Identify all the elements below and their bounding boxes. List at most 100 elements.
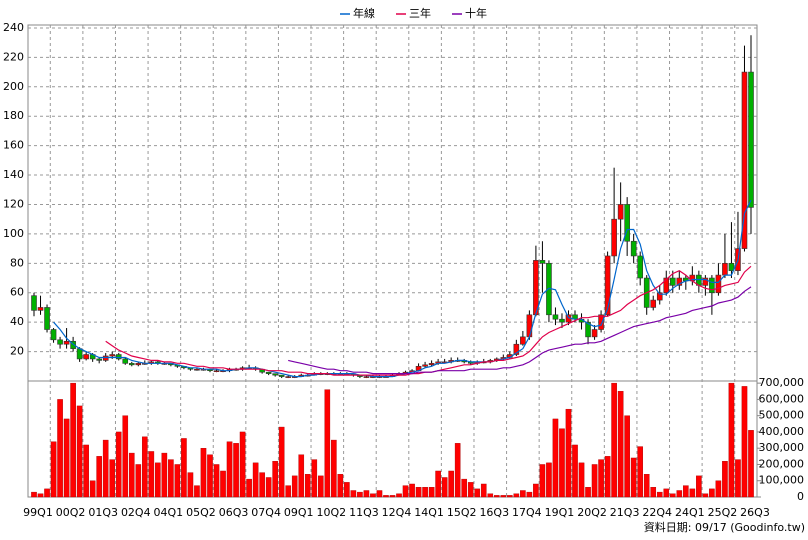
volume-bar: [76, 405, 83, 498]
candle-body: [122, 358, 129, 364]
volume-bar: [435, 470, 441, 498]
candle-body: [31, 295, 37, 311]
volume-bar: [630, 457, 637, 498]
x-tick-label: 04Q1: [154, 506, 184, 519]
volume-bar: [291, 475, 298, 498]
volume-bar: [44, 488, 50, 498]
candle-body: [598, 314, 604, 330]
volume-bar: [37, 493, 44, 498]
volume-bar: [643, 474, 650, 498]
volume-bar: [728, 382, 735, 498]
volume-bar: [370, 493, 376, 498]
volume-bar: [448, 470, 454, 498]
candle-body: [285, 376, 292, 378]
volume-bar: [591, 464, 598, 498]
ma-line: [53, 199, 752, 378]
x-tick-label: 09Q1: [284, 506, 314, 519]
volume-bar: [702, 493, 709, 498]
volume-bar: [454, 443, 461, 498]
volume-bar: [278, 426, 285, 498]
volume-bar: [422, 487, 428, 498]
candle-body: [102, 355, 109, 361]
volume-bar: [142, 436, 148, 498]
volume-bar: [168, 459, 174, 498]
volume-bar: [650, 487, 657, 498]
x-tick-label: 25Q2: [708, 506, 738, 519]
volume-bar: [709, 488, 715, 498]
volume-bar: [187, 472, 194, 498]
volume-bar: [128, 452, 135, 498]
y-tick-label: 80: [10, 256, 24, 269]
volume-bar: [220, 470, 226, 498]
candle-body: [50, 329, 57, 341]
volume-bar: [357, 491, 363, 498]
volume-bar: [102, 439, 109, 498]
legend-label: 十年: [465, 6, 487, 20]
x-tick-label: 06Q3: [219, 506, 249, 519]
candle-body: [676, 277, 683, 286]
candle-body: [728, 263, 735, 271]
candle-body: [520, 336, 526, 345]
y-tick-label: 120: [3, 197, 24, 210]
candle-body: [630, 240, 637, 257]
candle-body: [44, 307, 50, 330]
candle-body: [650, 299, 657, 308]
candle-body: [37, 307, 44, 311]
y-tick-label: 160: [3, 139, 24, 152]
volume-bar: [200, 448, 207, 498]
candle-body: [656, 292, 663, 301]
candle-body: [611, 218, 617, 257]
candle-body: [213, 370, 220, 373]
volume-bar: [272, 461, 278, 498]
y-tick-label: 100: [3, 227, 24, 240]
candle-body: [194, 368, 200, 371]
y2-tick-label: 600,000: [759, 392, 805, 405]
volume-bar: [318, 475, 324, 498]
x-tick-label: 19Q1: [545, 506, 575, 519]
volume-bar: [252, 462, 259, 498]
legend-label: 三年: [409, 6, 431, 20]
volume-bar: [493, 495, 500, 498]
candle-body: [109, 354, 116, 357]
x-tick-label: 12Q4: [382, 506, 412, 519]
x-tick-label: 10Q2: [316, 506, 346, 519]
volume-bar: [96, 456, 102, 498]
volume-bar: [376, 490, 383, 498]
volume-bar: [559, 428, 565, 498]
volume-bar: [122, 415, 129, 498]
volume-bar: [487, 493, 494, 498]
volume-bar: [396, 493, 402, 498]
candle-body: [709, 277, 715, 294]
volume-bar: [363, 490, 370, 498]
volume-bar: [331, 439, 337, 498]
candle-body: [135, 363, 142, 366]
ma-line: [288, 286, 752, 375]
volume-bar: [656, 491, 663, 498]
y-tick-label: 60: [10, 286, 24, 299]
candle-body: [115, 354, 122, 360]
volume-bar: [324, 389, 331, 498]
volume-bar: [31, 491, 37, 498]
volume-bar: [467, 482, 474, 498]
plot-frame: [27, 24, 758, 498]
x-tick-label: 16Q3: [479, 506, 509, 519]
x-tick-label: 22Q4: [642, 506, 672, 519]
candle-body: [663, 277, 670, 294]
x-tick-label: 14Q1: [414, 506, 444, 519]
volume-bar: [161, 452, 168, 498]
candle-body: [265, 371, 272, 374]
volume-bar: [585, 487, 591, 498]
x-tick-label: 26Q3: [740, 506, 770, 519]
volume-bar: [507, 495, 513, 498]
legend-label: 年線: [353, 6, 375, 20]
x-tick-label: 17Q4: [512, 506, 542, 519]
volume-bar: [689, 488, 696, 498]
volume-bar: [552, 418, 559, 498]
y2-tick-label: 100,000: [759, 474, 805, 487]
volume-bar: [350, 490, 357, 498]
volume-bar: [337, 474, 344, 498]
candle-body: [363, 376, 370, 378]
volume-bar: [239, 431, 246, 498]
y2-tick-label: 200,000: [759, 457, 805, 470]
